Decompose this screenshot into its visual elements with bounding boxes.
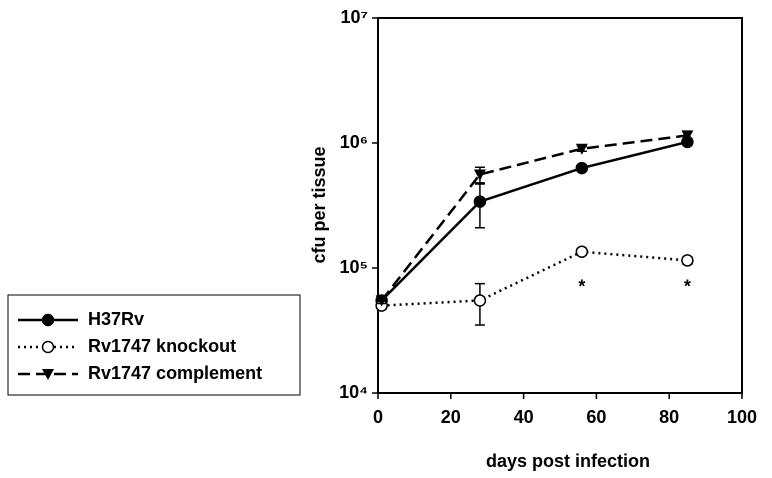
y-axis-label: cfu per tissue bbox=[309, 146, 329, 263]
series-line bbox=[380, 140, 688, 302]
x-tick-label: 100 bbox=[727, 407, 757, 427]
point bbox=[473, 294, 487, 307]
legend-marker bbox=[41, 313, 55, 327]
point bbox=[681, 254, 694, 267]
series-line bbox=[380, 134, 688, 302]
point bbox=[575, 161, 589, 175]
point bbox=[681, 130, 694, 142]
x-tick-label: 20 bbox=[441, 407, 461, 427]
legend-label: Rv1747 complement bbox=[88, 363, 262, 383]
x-tick-label: 80 bbox=[659, 407, 679, 427]
x-axis-label: days post infection bbox=[486, 451, 650, 471]
x-tick-label: 40 bbox=[514, 407, 534, 427]
point bbox=[575, 143, 588, 155]
legend-label: H37Rv bbox=[88, 309, 144, 329]
x-tick-label: 60 bbox=[586, 407, 606, 427]
point bbox=[575, 245, 589, 258]
y-tick-label: 10⁵ bbox=[340, 257, 368, 277]
annotation: * bbox=[684, 276, 691, 296]
y-tick-label: 10⁴ bbox=[339, 382, 368, 402]
y-tick-label: 10⁶ bbox=[340, 132, 368, 152]
legend-marker bbox=[41, 340, 55, 354]
series-line bbox=[381, 250, 688, 307]
y-tick-label: 10⁷ bbox=[341, 7, 368, 27]
legend-box bbox=[7, 294, 301, 396]
point bbox=[473, 169, 486, 181]
plot-frame bbox=[377, 17, 743, 394]
point bbox=[375, 295, 388, 307]
x-tick-label: 0 bbox=[373, 407, 383, 427]
point bbox=[473, 195, 487, 208]
legend-label: Rv1747 knockout bbox=[88, 336, 236, 356]
annotation: * bbox=[578, 276, 585, 296]
legend-marker bbox=[42, 369, 54, 380]
